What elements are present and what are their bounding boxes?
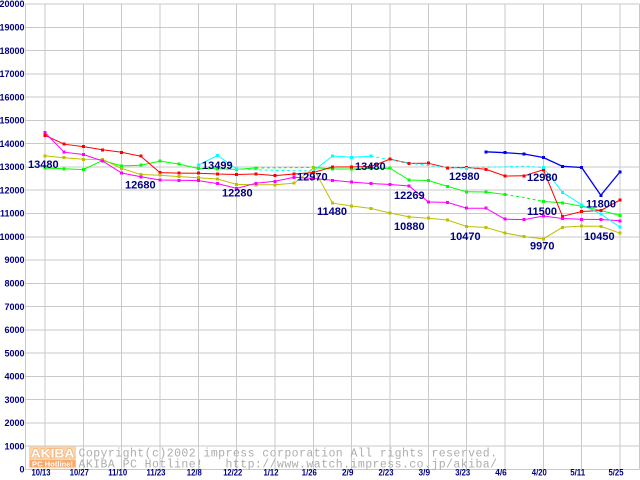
svg-text:3/9: 3/9 — [419, 468, 431, 478]
svg-text:5/25: 5/25 — [609, 468, 624, 478]
svg-text:12/22: 12/22 — [223, 468, 242, 478]
svg-text:0: 0 — [19, 465, 24, 475]
svg-text:13000: 13000 — [0, 162, 25, 172]
svg-text:12980: 12980 — [527, 172, 558, 184]
svg-text:14000: 14000 — [0, 139, 25, 149]
svg-text:PC Hotline!: PC Hotline! — [32, 459, 73, 468]
svg-text:11480: 11480 — [317, 206, 347, 218]
svg-text:4/6: 4/6 — [495, 468, 507, 478]
svg-text:12269: 12269 — [394, 190, 425, 202]
svg-text:12000: 12000 — [0, 185, 25, 195]
svg-text:11/10: 11/10 — [108, 468, 127, 478]
svg-text:7000: 7000 — [4, 302, 24, 312]
svg-text:1/26: 1/26 — [302, 468, 317, 478]
svg-text:11/23: 11/23 — [147, 468, 166, 478]
svg-text:AKIBA: AKIBA — [31, 446, 75, 460]
svg-text:10470: 10470 — [450, 231, 481, 243]
svg-text:13480: 13480 — [355, 161, 386, 173]
svg-text:5000: 5000 — [4, 348, 24, 358]
svg-text:12980: 12980 — [449, 171, 480, 183]
svg-text:11800: 11800 — [586, 199, 616, 211]
svg-text:6000: 6000 — [4, 325, 24, 335]
svg-text:Copyright(c)2002 impress corpo: Copyright(c)2002 impress corporation All… — [79, 447, 498, 460]
svg-text:11500: 11500 — [527, 206, 557, 218]
svg-text:9000: 9000 — [4, 255, 24, 265]
svg-text:5/11: 5/11 — [570, 468, 585, 478]
svg-text:12970: 12970 — [297, 172, 328, 184]
svg-text:8000: 8000 — [4, 279, 24, 289]
svg-text:2/23: 2/23 — [379, 468, 394, 478]
svg-text:10450: 10450 — [584, 231, 615, 243]
svg-text:3000: 3000 — [4, 395, 24, 405]
svg-text:12680: 12680 — [125, 180, 156, 192]
svg-text:4000: 4000 — [4, 372, 24, 382]
svg-text:15000: 15000 — [0, 116, 25, 126]
svg-text:13480: 13480 — [28, 159, 59, 171]
svg-text:12280: 12280 — [222, 188, 253, 200]
svg-text:20000: 20000 — [0, 0, 25, 9]
svg-text:9970: 9970 — [530, 241, 554, 253]
svg-text:17000: 17000 — [0, 69, 25, 79]
svg-text:10000: 10000 — [0, 232, 25, 242]
svg-text:11000: 11000 — [0, 209, 25, 219]
svg-text:10/27: 10/27 — [70, 468, 89, 478]
svg-text:1/12: 1/12 — [264, 468, 279, 478]
svg-text:2/9: 2/9 — [342, 468, 354, 478]
svg-text:13499: 13499 — [202, 160, 233, 172]
svg-text:2000: 2000 — [4, 418, 24, 428]
svg-text:AKIBA PC Hotline! http://www: AKIBA PC Hotline! http://www.watch.impre… — [79, 458, 498, 471]
svg-text:16000: 16000 — [0, 92, 25, 102]
svg-text:10880: 10880 — [394, 221, 425, 233]
svg-text:18000: 18000 — [0, 46, 25, 56]
svg-text:10/13: 10/13 — [32, 468, 51, 478]
svg-text:4/20: 4/20 — [532, 468, 547, 478]
svg-text:1000: 1000 — [4, 441, 24, 451]
svg-text:3/23: 3/23 — [455, 468, 470, 478]
svg-text:12/8: 12/8 — [187, 468, 202, 478]
svg-text:19000: 19000 — [0, 23, 25, 33]
